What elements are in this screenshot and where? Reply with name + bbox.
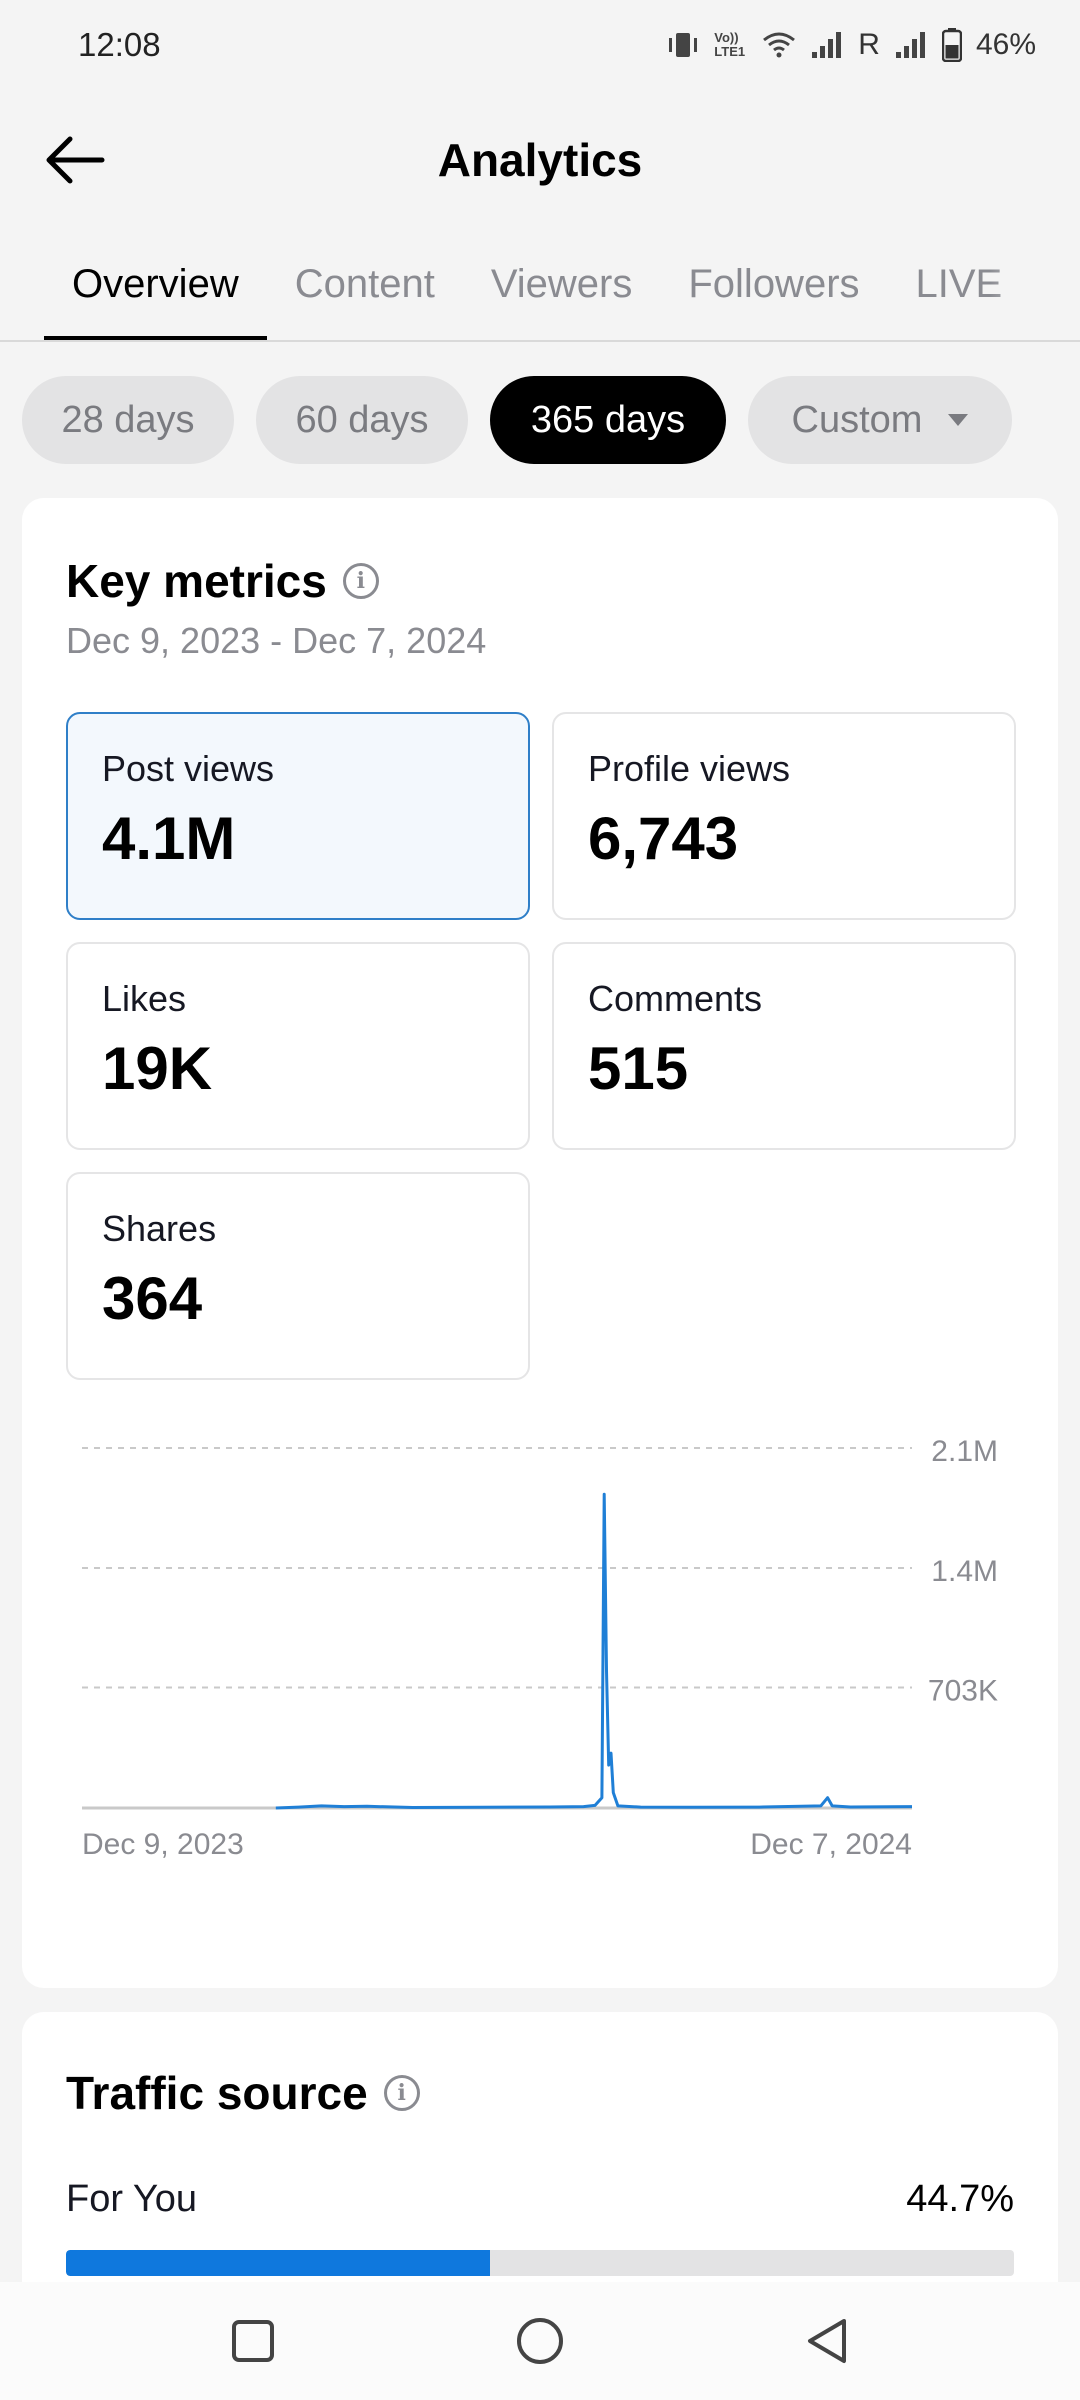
traffic-bar-fill	[66, 2250, 490, 2276]
tab-overview[interactable]: Overview	[44, 240, 267, 340]
roaming-label: R	[858, 28, 880, 61]
tab-viewers[interactable]: Viewers	[490, 262, 633, 306]
metric-label: Profile views	[588, 748, 791, 789]
range-custom[interactable]: Custom	[748, 376, 1012, 464]
metric-value: 515	[588, 1035, 689, 1102]
metric-label: Shares	[102, 1208, 217, 1249]
traffic-row-for-you: For You 44.7%	[66, 2178, 1014, 2221]
home-button[interactable]	[500, 2301, 580, 2381]
tab-live[interactable]: LIVE	[915, 262, 1003, 306]
tabs-fade	[990, 230, 1080, 338]
status-icons: Vo)) LTE1 R 46%	[666, 28, 1036, 62]
range-label: 60 days	[295, 398, 429, 441]
battery-icon	[941, 28, 962, 62]
info-icon[interactable]: i	[342, 563, 379, 599]
caret-down-icon	[948, 414, 969, 426]
range-365-days[interactable]: 365 days	[490, 376, 726, 464]
key-metrics-heading: Key metrics	[66, 555, 327, 607]
range-label: 28 days	[61, 398, 195, 441]
x-tick-label-start: Dec 9, 2023	[82, 1828, 244, 1861]
metric-value: 364	[102, 1265, 203, 1332]
chart-svg: 2.1M 1.4M 703K Dec 9, 2023 Dec 7, 2024	[82, 1435, 998, 1861]
system-nav-bar	[0, 2282, 1080, 2400]
tab-bar: Overview Content Viewers Followers LIVE	[0, 240, 1080, 342]
metric-label: Likes	[102, 978, 187, 1019]
wifi-icon	[762, 30, 796, 60]
info-icon[interactable]: i	[383, 2075, 420, 2111]
y-tick-label: 2.1M	[931, 1435, 998, 1468]
key-metrics-card: Key metrics i Dec 9, 2023 - Dec 7, 2024 …	[22, 498, 1058, 1988]
system-back-button[interactable]	[787, 2301, 867, 2381]
metric-likes[interactable]: Likes 19K	[66, 942, 530, 1150]
range-label: 365 days	[530, 398, 686, 441]
date-range: Dec 9, 2023 - Dec 7, 2024	[66, 620, 487, 661]
traffic-source-heading: Traffic source	[66, 2067, 368, 2119]
range-label: Custom	[791, 398, 923, 441]
metric-label: Post views	[102, 748, 275, 789]
post-views-chart[interactable]: 2.1M 1.4M 703K Dec 9, 2023 Dec 7, 2024	[22, 1418, 1058, 1938]
page-title: Analytics	[437, 134, 643, 186]
circle-icon	[516, 2318, 563, 2364]
metric-shares[interactable]: Shares 364	[66, 1172, 530, 1380]
series-line-post-views	[275, 1492, 913, 1810]
metric-label: Comments	[588, 978, 763, 1019]
status-time: 12:08	[78, 26, 161, 63]
square-icon	[232, 2320, 275, 2362]
status-bar: 12:08 Vo)) LTE1 R 46%	[0, 0, 1080, 90]
range-selector: 28 days 60 days 365 days Custom	[22, 376, 1012, 466]
metric-profile-views[interactable]: Profile views 6,743	[552, 712, 1016, 920]
range-28-days[interactable]: 28 days	[22, 376, 234, 464]
metric-value: 4.1M	[102, 805, 236, 872]
vibrate-icon	[666, 30, 700, 60]
metric-value: 6,743	[588, 805, 739, 872]
metric-value: 19K	[102, 1035, 213, 1102]
arrow-left-icon	[46, 136, 105, 184]
tab-followers[interactable]: Followers	[688, 262, 860, 306]
triangle-back-icon	[807, 2319, 846, 2363]
signal-icon	[810, 30, 844, 60]
y-tick-label: 1.4M	[931, 1555, 998, 1588]
recent-apps-button[interactable]	[213, 2301, 293, 2381]
battery-percent: 46%	[975, 28, 1036, 61]
range-60-days[interactable]: 60 days	[256, 376, 468, 464]
key-metrics-title: Key metrics i	[66, 554, 379, 608]
traffic-source-title: Traffic source i	[66, 2066, 420, 2120]
app-header: Analytics	[0, 100, 1080, 220]
signal-2-icon	[894, 30, 928, 60]
x-tick-label-end: Dec 7, 2024	[750, 1828, 912, 1861]
traffic-percent: 44.7%	[906, 2178, 1014, 2220]
tab-content[interactable]: Content	[294, 262, 435, 306]
metric-comments[interactable]: Comments 515	[552, 942, 1016, 1150]
traffic-label: For You	[66, 2178, 197, 2220]
metric-post-views[interactable]: Post views 4.1M	[66, 712, 530, 920]
traffic-bar	[66, 2250, 1014, 2276]
volte-icon: Vo)) LTE1	[714, 30, 746, 59]
back-button[interactable]	[40, 128, 110, 192]
y-tick-label: 703K	[928, 1674, 998, 1707]
